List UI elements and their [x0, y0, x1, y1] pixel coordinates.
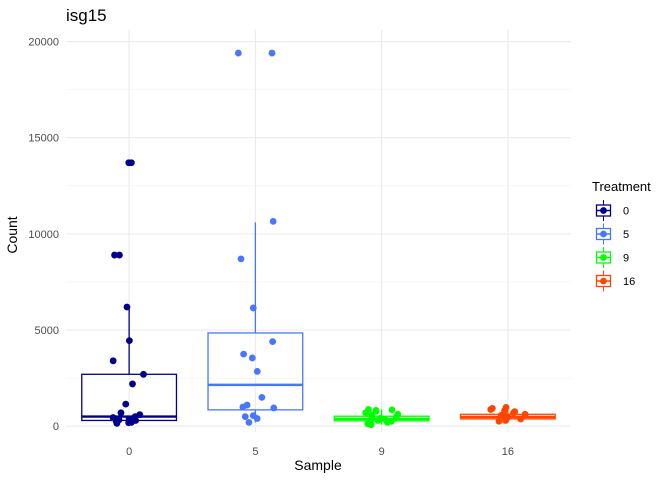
data-point — [253, 368, 261, 375]
legend-label: 9 — [623, 253, 629, 265]
data-point — [129, 380, 136, 388]
data-point — [249, 304, 257, 312]
legend-title: Treatment — [592, 179, 651, 194]
data-point — [517, 415, 525, 423]
legend-label: 5 — [623, 229, 629, 241]
data-point — [510, 409, 517, 417]
chart-title: isg15 — [66, 6, 107, 25]
data-point — [140, 370, 147, 378]
y-tick-label: 0 — [53, 421, 59, 433]
data-point — [392, 413, 400, 421]
box-group-0 — [81, 159, 178, 427]
data-point — [502, 417, 509, 424]
legend-key-9 — [595, 247, 612, 268]
legend-key-dot — [600, 277, 607, 285]
data-point — [109, 357, 117, 365]
box-iqr — [207, 332, 304, 411]
legend-label: 0 — [623, 206, 629, 218]
data-point — [241, 413, 249, 421]
data-point — [258, 393, 266, 401]
y-axis-title: Count — [4, 216, 20, 253]
legend-key-dot — [600, 230, 607, 238]
y-tick-label: 10000 — [28, 229, 59, 241]
data-point — [384, 418, 391, 426]
data-point — [248, 354, 256, 362]
box-group-16 — [459, 403, 556, 425]
data-point — [234, 49, 242, 57]
x-axis-ticks: 0 5 9 16 — [126, 446, 514, 458]
data-point — [495, 417, 503, 425]
legend-key-dot — [600, 254, 607, 261]
data-point — [245, 418, 253, 426]
data-point — [388, 406, 396, 414]
data-point — [116, 251, 123, 259]
legend-key-5 — [595, 223, 612, 245]
data-point — [362, 409, 370, 417]
legend-key-0 — [595, 200, 612, 221]
legend-label: 16 — [623, 276, 635, 288]
y-axis-ticks: 0 5000 10000 15000 20000 — [28, 37, 59, 434]
y-tick-label: 15000 — [28, 133, 59, 145]
x-tick-label: 9 — [379, 446, 385, 458]
data-point — [123, 303, 131, 311]
data-point — [269, 217, 277, 225]
data-point — [125, 337, 133, 345]
data-point — [128, 159, 135, 167]
data-point — [372, 407, 380, 415]
legend-key-dot — [600, 207, 607, 214]
box-group-5 — [207, 49, 304, 426]
data-point — [521, 410, 529, 418]
x-axis-title: Sample — [294, 457, 342, 473]
data-point — [269, 338, 277, 345]
data-point — [487, 406, 495, 413]
data-point — [125, 419, 133, 427]
data-point — [111, 251, 118, 259]
legend-key-16 — [595, 270, 612, 292]
box-group-9 — [333, 406, 430, 429]
x-tick-label: 0 — [126, 446, 132, 458]
plot-area — [81, 49, 556, 429]
y-tick-label: 20000 — [28, 37, 59, 49]
data-point — [368, 415, 376, 423]
data-point — [117, 409, 125, 417]
data-point — [270, 404, 278, 412]
data-point — [237, 255, 245, 263]
data-point — [374, 417, 382, 424]
y-tick-label: 5000 — [35, 325, 59, 337]
data-point — [253, 415, 261, 422]
x-tick-label: 5 — [252, 446, 258, 458]
data-point — [367, 421, 375, 429]
legend: Treatment 0 5 9 16 — [592, 179, 651, 292]
data-point — [239, 403, 247, 411]
x-tick-label: 16 — [502, 446, 514, 458]
data-point — [268, 49, 276, 57]
data-point — [113, 419, 121, 427]
data-point — [122, 400, 130, 408]
data-point — [240, 350, 248, 358]
